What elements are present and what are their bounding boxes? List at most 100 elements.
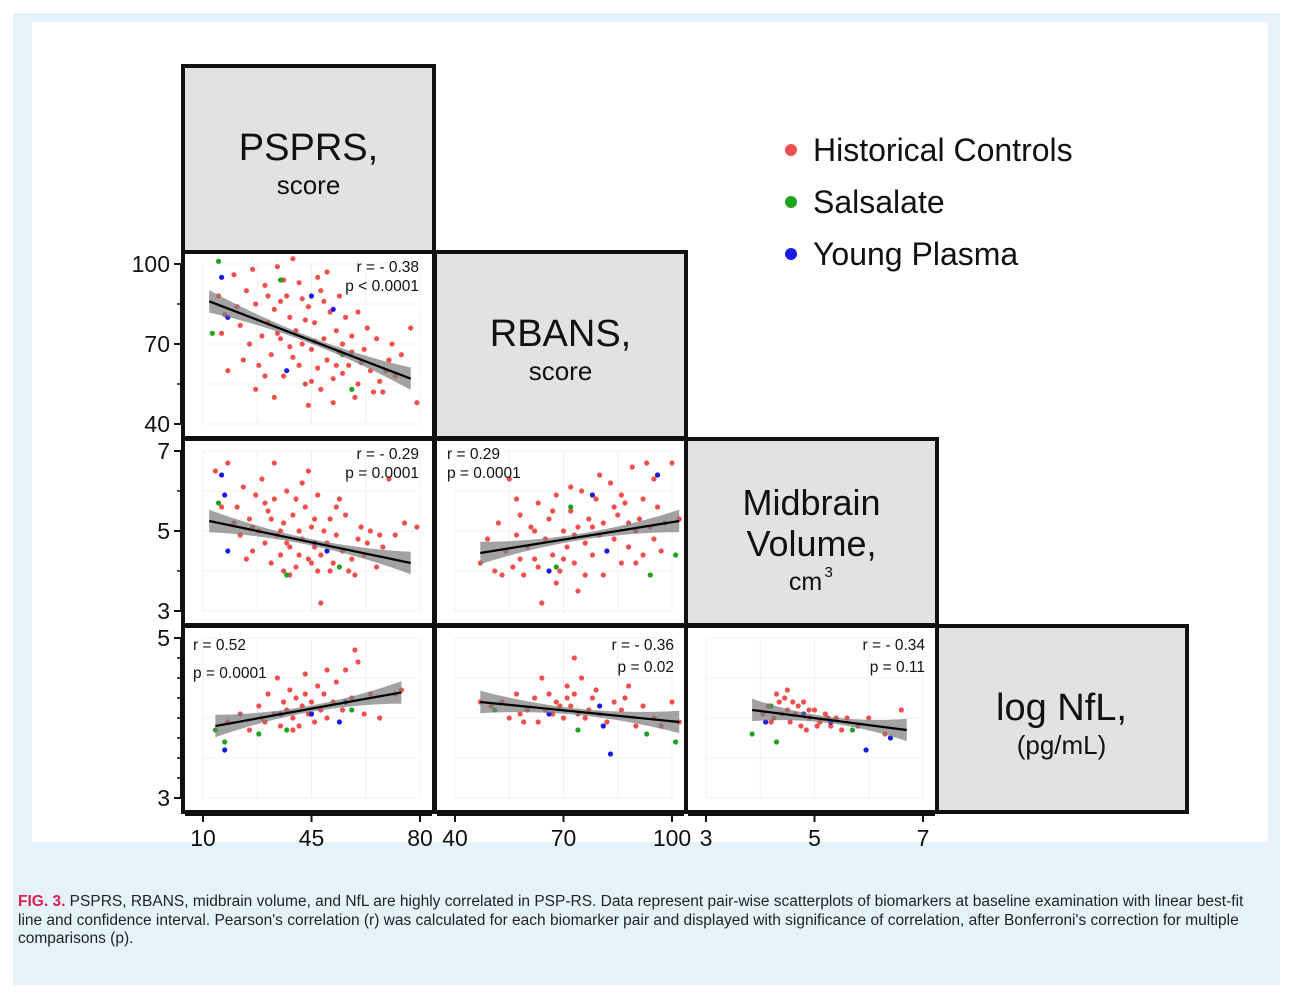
data-point [644, 460, 650, 466]
x-tick-label: 7 [917, 825, 930, 851]
data-point [312, 719, 318, 725]
data-point [517, 711, 523, 717]
data-point [535, 719, 541, 725]
data-point [333, 532, 339, 538]
correlation-p-label: p = 0.0001 [447, 465, 521, 482]
data-point [513, 532, 520, 538]
data-point [604, 719, 610, 725]
diagonal-title-line1: Midbrain [742, 482, 880, 523]
data-point [822, 711, 828, 717]
data-point [308, 293, 315, 299]
data-point [312, 516, 318, 522]
data-point [346, 568, 352, 574]
diagonal-unit: cm [789, 568, 822, 596]
data-point [225, 548, 231, 554]
data-point [296, 723, 302, 729]
data-point [640, 496, 646, 502]
data-point [246, 727, 253, 733]
data-point [352, 572, 358, 578]
data-point [654, 472, 661, 478]
data-point [287, 344, 293, 350]
data-point [582, 540, 588, 546]
data-point [296, 528, 302, 534]
data-point [401, 520, 408, 526]
diagonal-box-3 [684, 437, 939, 627]
data-point [806, 707, 812, 713]
data-point [349, 707, 355, 713]
data-point [408, 325, 414, 331]
data-point [790, 699, 796, 705]
data-point [377, 715, 383, 721]
data-point [277, 552, 284, 558]
data-point [302, 504, 308, 510]
data-point [324, 357, 330, 363]
data-point [259, 476, 265, 482]
data-point [274, 675, 280, 681]
data-point [271, 496, 277, 502]
data-point [256, 731, 262, 737]
data-point [336, 564, 342, 570]
data-point [253, 386, 259, 392]
data-point [361, 346, 367, 352]
data-point [330, 560, 336, 566]
correlation-r-label: r = - 0.38 [357, 259, 419, 276]
data-point [324, 715, 330, 721]
data-point [271, 394, 277, 400]
data-point [315, 568, 321, 574]
correlation-p-label: p < 0.0001 [345, 278, 419, 295]
data-point [550, 552, 556, 558]
data-point [593, 687, 599, 693]
correlation-r-label: r = 0.29 [447, 446, 500, 463]
data-point [277, 298, 284, 304]
correlation-r-label: r = - 0.29 [357, 446, 419, 463]
correlation-r-label: r = - 0.34 [863, 637, 926, 654]
data-point [795, 703, 801, 709]
data-point [669, 460, 675, 466]
data-point [299, 480, 305, 486]
data-point [343, 667, 349, 673]
data-point [586, 516, 592, 522]
data-point [550, 508, 556, 514]
scatter-panel-6: r = - 0.34 p = 0.11 [684, 624, 939, 814]
caption-text: PSPRS, RBANS, midbrain volume, and NfL a… [18, 893, 1244, 947]
data-point [308, 699, 315, 705]
data-point [887, 735, 894, 741]
data-point [651, 476, 657, 482]
data-point [386, 357, 392, 363]
data-point [535, 500, 541, 506]
data-point [626, 683, 632, 689]
data-point [773, 691, 780, 697]
fit-line [215, 691, 402, 728]
data-point [284, 572, 290, 578]
y-tick-label: 5 [157, 518, 170, 544]
data-point [839, 727, 845, 733]
data-point [318, 600, 324, 606]
data-point [801, 699, 807, 705]
data-point [531, 695, 538, 701]
data-point [484, 536, 491, 542]
data-point [673, 739, 679, 745]
data-point [308, 711, 315, 717]
correlation-r-label: r = 0.52 [193, 637, 246, 654]
data-point [277, 277, 284, 283]
data-point [250, 266, 256, 272]
data-point [535, 564, 541, 570]
legend-marker [785, 196, 797, 208]
data-point [277, 723, 284, 729]
data-point [611, 536, 617, 542]
data-point [253, 492, 259, 498]
data-point [528, 524, 534, 530]
data-point [622, 695, 628, 701]
data-point [336, 719, 342, 725]
data-point [589, 552, 596, 558]
data-point [327, 516, 333, 522]
data-point [626, 544, 632, 550]
data-point [302, 671, 308, 677]
data-point [355, 381, 361, 387]
diagonal-unit: score [277, 170, 341, 200]
data-point [506, 715, 512, 721]
data-point [308, 524, 315, 530]
data-point [597, 703, 603, 709]
